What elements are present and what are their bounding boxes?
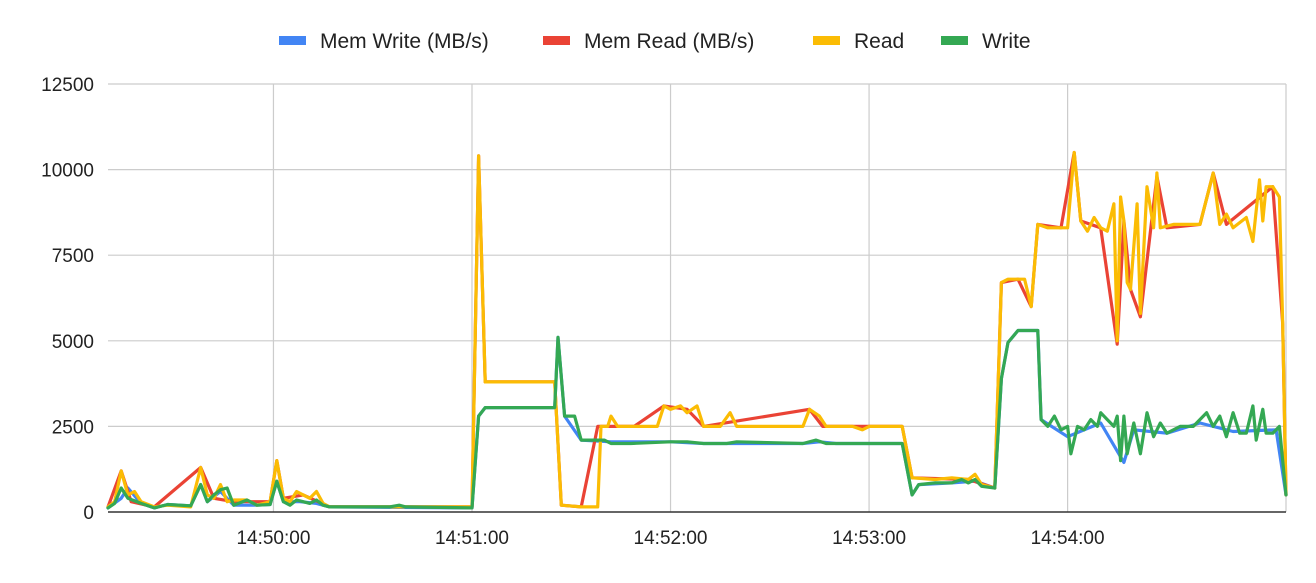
legend: Mem Write (MB/s) Mem Read (MB/s) Read Write — [279, 30, 1031, 53]
y-tick-label: 7500 — [52, 246, 94, 267]
y-tick-label: 12500 — [41, 75, 94, 96]
x-tick-label: 14:53:00 — [832, 528, 906, 549]
series-lines — [106, 150, 1288, 510]
legend-swatch — [543, 36, 570, 45]
x-tick-label: 14:51:00 — [435, 528, 509, 549]
y-tick-label: 2500 — [52, 417, 94, 438]
x-tick-label: 14:50:00 — [236, 528, 310, 549]
series-line — [106, 328, 1288, 510]
legend-label: Read — [854, 30, 904, 53]
x-tick-label: 14:54:00 — [1031, 528, 1105, 549]
x-tick-label: 14:52:00 — [634, 528, 708, 549]
y-tick-label: 0 — [83, 503, 94, 524]
legend-label: Write — [982, 30, 1031, 53]
legend-label: Mem Write (MB/s) — [320, 30, 489, 53]
legend-swatch — [941, 36, 968, 45]
series-line — [106, 150, 1288, 509]
gridlines — [108, 83, 1287, 512]
y-tick-label: 5000 — [52, 332, 94, 353]
y-tick-label: 10000 — [41, 161, 94, 182]
series-line — [106, 150, 1288, 509]
legend-swatch — [279, 36, 306, 45]
legend-swatch — [813, 36, 840, 45]
axes: 0 2500 5000 7500 10000 12500 14:50:00 14:51:00 1… — [41, 75, 1286, 549]
legend-label: Mem Read (MB/s) — [584, 30, 754, 53]
